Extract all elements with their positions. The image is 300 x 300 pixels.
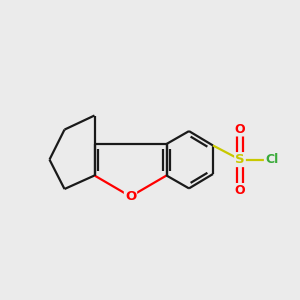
Text: Cl: Cl bbox=[265, 153, 278, 166]
Text: S: S bbox=[235, 153, 245, 166]
Text: O: O bbox=[125, 190, 136, 203]
Text: O: O bbox=[235, 184, 245, 197]
Text: O: O bbox=[235, 122, 245, 136]
